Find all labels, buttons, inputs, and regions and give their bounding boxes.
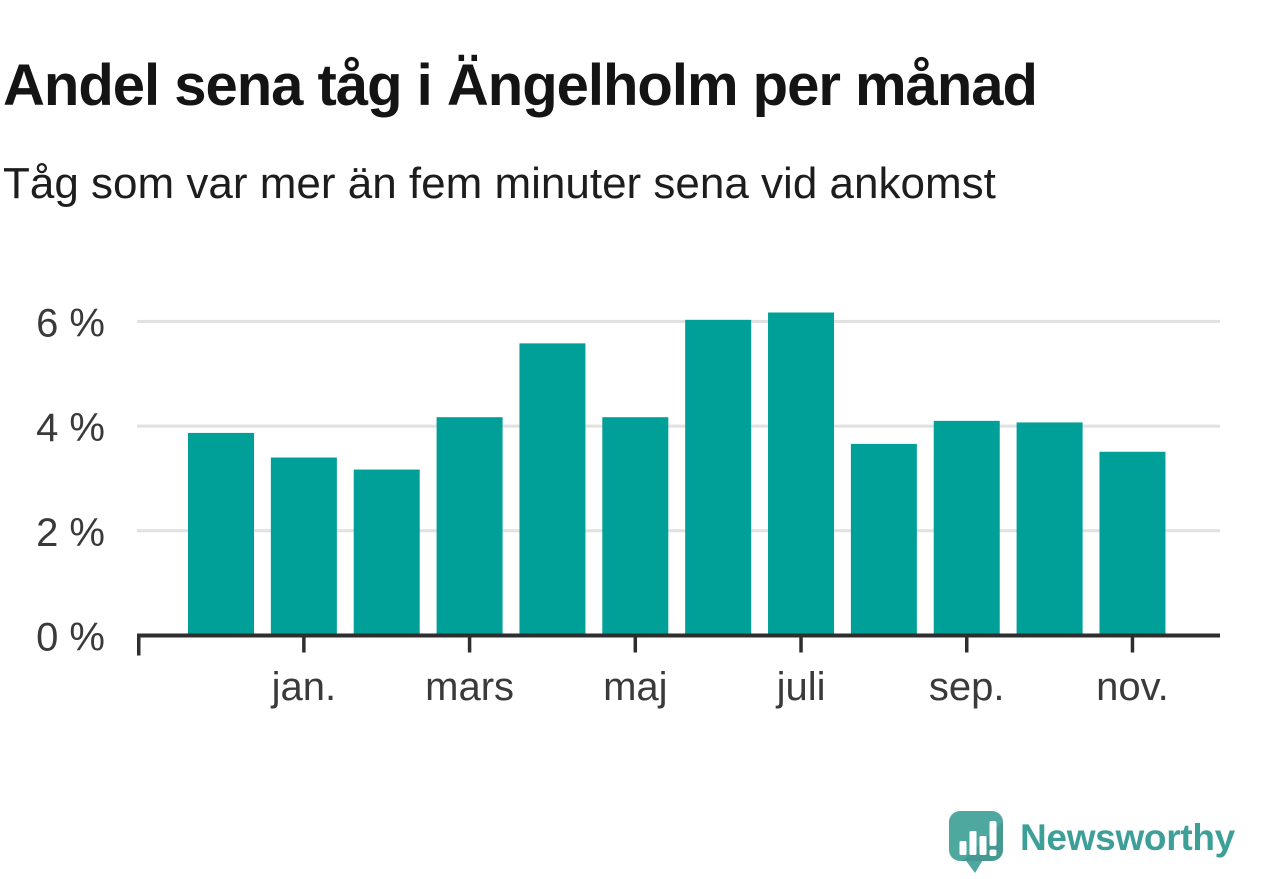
bar-aug.: [850, 443, 917, 638]
x-tick-label-jan.: jan.: [271, 665, 337, 709]
bar-sep.: [933, 420, 1000, 638]
x-tick-mars: [467, 637, 472, 653]
y-tick-label-4: 4 %: [36, 406, 105, 450]
y-tick-label-6: 6 %: [36, 301, 105, 345]
x-tick-maj: [633, 637, 638, 653]
bar-mars: [436, 417, 503, 638]
bar-juli: [768, 312, 835, 638]
x-tick-label-maj: maj: [603, 665, 667, 709]
bar-okt.: [1016, 422, 1083, 638]
bar-apr.: [519, 343, 586, 638]
bar-jan.: [270, 457, 337, 638]
bar-juni: [685, 319, 752, 638]
chart-title: Andel sena tåg i Ängelholm per månad: [3, 52, 1038, 118]
bar-dec.: [188, 432, 254, 638]
x-tick-label-nov.: nov.: [1096, 665, 1169, 709]
y-axis-zero-tick: [137, 637, 141, 656]
newsworthy-logo: Newsworthy: [948, 810, 1235, 874]
newsworthy-logo-icon: [949, 811, 1003, 873]
x-tick-nov.: [1130, 637, 1135, 653]
x-tick-juli: [799, 637, 803, 653]
chart-subtitle: Tåg som var mer än fem minuter sena vid …: [3, 159, 996, 208]
newsworthy-logo-text: Newsworthy: [1020, 817, 1235, 858]
x-tick-label-juli: juli: [776, 665, 826, 709]
bar-maj: [602, 417, 669, 638]
x-tick-jan.: [302, 637, 306, 653]
bar-nov.: [1099, 451, 1166, 638]
y-tick-label-0: 0 %: [36, 616, 105, 660]
x-tick-label-sep.: sep.: [929, 665, 1005, 709]
bar-feb.: [353, 469, 420, 638]
y-tick-label-2: 2 %: [36, 511, 105, 555]
x-tick-sep.: [964, 637, 969, 653]
x-tick-label-mars: mars: [425, 665, 514, 709]
x-axis-line: [137, 633, 1220, 638]
